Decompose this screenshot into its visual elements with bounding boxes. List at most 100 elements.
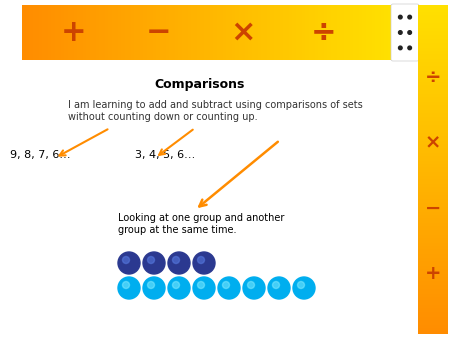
Bar bbox=[418, 136, 448, 138]
Bar bbox=[418, 28, 448, 30]
Bar bbox=[357, 5, 359, 60]
Bar bbox=[178, 5, 181, 60]
Bar bbox=[204, 5, 207, 60]
Bar bbox=[149, 5, 151, 60]
Bar bbox=[418, 141, 448, 143]
Bar bbox=[335, 5, 337, 60]
Bar bbox=[125, 5, 127, 60]
Bar bbox=[418, 236, 448, 238]
Bar bbox=[418, 269, 448, 271]
Bar bbox=[418, 108, 448, 111]
Bar bbox=[300, 5, 302, 60]
Bar bbox=[243, 5, 245, 60]
Bar bbox=[418, 21, 448, 24]
Bar bbox=[193, 5, 195, 60]
Bar bbox=[130, 5, 133, 60]
Bar bbox=[418, 297, 448, 299]
Bar bbox=[418, 171, 448, 173]
Bar bbox=[274, 5, 276, 60]
Bar bbox=[26, 5, 28, 60]
Bar bbox=[360, 5, 363, 60]
Bar bbox=[418, 281, 448, 283]
Bar bbox=[309, 5, 311, 60]
Bar bbox=[186, 5, 188, 60]
Bar bbox=[270, 5, 273, 60]
Bar bbox=[418, 205, 448, 207]
Bar bbox=[418, 172, 448, 174]
Circle shape bbox=[408, 46, 411, 50]
Bar bbox=[418, 272, 448, 274]
Bar bbox=[418, 198, 448, 201]
Bar bbox=[418, 320, 448, 322]
Bar bbox=[292, 5, 295, 60]
Bar bbox=[418, 40, 448, 42]
Bar bbox=[241, 5, 243, 60]
Bar bbox=[101, 5, 104, 60]
Bar bbox=[418, 97, 448, 99]
Bar bbox=[418, 300, 448, 302]
Bar bbox=[276, 5, 278, 60]
Bar bbox=[44, 5, 46, 60]
Bar bbox=[372, 5, 374, 60]
Bar bbox=[171, 5, 173, 60]
Bar bbox=[322, 5, 324, 60]
Bar bbox=[418, 10, 448, 12]
Bar bbox=[418, 74, 448, 76]
Bar bbox=[201, 5, 203, 60]
Bar bbox=[116, 5, 118, 60]
Bar bbox=[418, 249, 448, 251]
Bar bbox=[418, 100, 448, 102]
Bar bbox=[418, 282, 448, 284]
Bar bbox=[151, 5, 153, 60]
Bar bbox=[223, 5, 225, 60]
Bar bbox=[73, 5, 76, 60]
Bar bbox=[340, 5, 342, 60]
Bar bbox=[24, 5, 26, 60]
Bar bbox=[63, 5, 65, 60]
Bar bbox=[418, 179, 448, 181]
Bar bbox=[182, 5, 184, 60]
Bar bbox=[418, 225, 448, 227]
Bar bbox=[418, 259, 448, 261]
Bar bbox=[239, 5, 242, 60]
Bar bbox=[418, 144, 448, 147]
Bar bbox=[418, 107, 448, 109]
Bar bbox=[418, 86, 448, 88]
Bar bbox=[418, 284, 448, 286]
Bar bbox=[418, 89, 448, 91]
Bar bbox=[250, 5, 252, 60]
Bar bbox=[418, 34, 448, 37]
Bar bbox=[210, 5, 212, 60]
Bar bbox=[57, 5, 59, 60]
Bar bbox=[418, 318, 448, 320]
Bar bbox=[418, 331, 448, 334]
Bar bbox=[418, 158, 448, 160]
Bar bbox=[418, 112, 448, 114]
Bar bbox=[418, 105, 448, 107]
Bar bbox=[418, 115, 448, 117]
Bar bbox=[418, 113, 448, 115]
Bar bbox=[368, 5, 370, 60]
Bar bbox=[381, 5, 383, 60]
Bar bbox=[382, 5, 385, 60]
Circle shape bbox=[168, 252, 190, 274]
Bar bbox=[120, 5, 122, 60]
Bar bbox=[418, 120, 448, 122]
Text: ÷: ÷ bbox=[425, 68, 441, 87]
Bar bbox=[294, 5, 297, 60]
Bar bbox=[140, 5, 142, 60]
Bar bbox=[418, 135, 448, 137]
Bar bbox=[164, 5, 166, 60]
Bar bbox=[247, 5, 249, 60]
Bar bbox=[418, 57, 448, 59]
Bar bbox=[265, 5, 267, 60]
Bar bbox=[75, 5, 78, 60]
Bar bbox=[289, 5, 291, 60]
Bar bbox=[228, 5, 230, 60]
Bar bbox=[418, 103, 448, 105]
Bar bbox=[418, 313, 448, 315]
Bar bbox=[418, 67, 448, 70]
Bar bbox=[98, 5, 100, 60]
Bar bbox=[296, 5, 298, 60]
Circle shape bbox=[399, 31, 402, 34]
